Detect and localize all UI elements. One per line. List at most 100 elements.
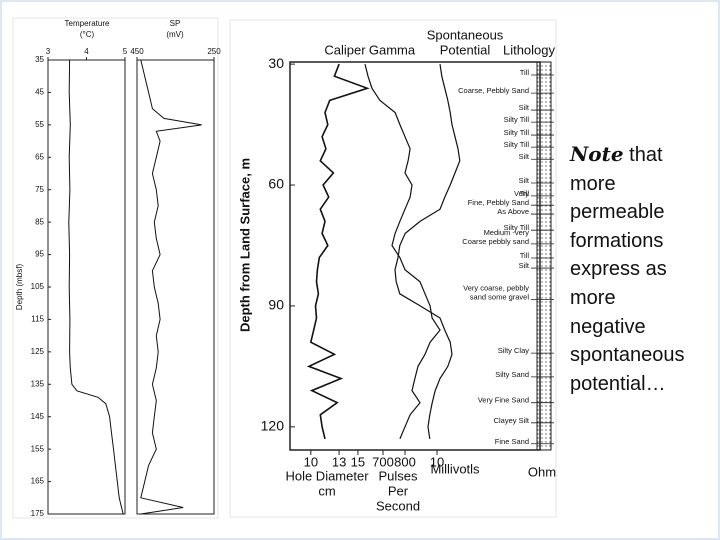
sp-track <box>136 59 215 515</box>
note-line: more <box>570 170 715 199</box>
lithology-label: Silt <box>519 103 530 112</box>
lithology-label: Fine, Pebbly Sand <box>468 198 529 207</box>
lithology-column <box>536 61 552 451</box>
depth-tick-label: 105 <box>31 282 45 291</box>
lithology-label: Silty Sand <box>495 370 529 379</box>
track-title: Temperature <box>65 19 110 28</box>
lithology-label: Silt <box>519 176 530 185</box>
lithology-label: Silty Till <box>504 128 530 137</box>
x-tick-label: 15 <box>351 454 365 469</box>
lithology-label: Very <box>514 189 529 198</box>
lithology-label: Clayey Silt <box>494 416 530 425</box>
depth-tick-label: 90 <box>268 297 284 313</box>
track-unit: (°C) <box>80 30 95 39</box>
depth-axis-label: Depth (mbsf) <box>15 264 24 311</box>
x-tick-label: 10 <box>304 454 318 469</box>
note-words: that <box>629 144 663 166</box>
lithology-label: Silty Till <box>504 223 530 232</box>
left-log-image <box>12 17 219 519</box>
track-unit: Ohm <box>528 464 556 479</box>
lithology-label: Very coarse, pebbly <box>463 283 529 292</box>
depth-axis-label: Depth from Land Surface, m <box>237 158 252 332</box>
track-title: SP <box>170 19 181 28</box>
track-title: Caliper <box>324 42 366 57</box>
x-tick-label: 13 <box>332 454 346 469</box>
sp-curve <box>394 64 461 439</box>
lithology-label: Till <box>520 189 530 198</box>
depth-tick-label: 175 <box>31 509 45 518</box>
lithology-label: Medium -very <box>484 228 530 237</box>
depth-tick-label: 155 <box>31 444 45 453</box>
lithology-label: Coarse, Pebbly Sand <box>458 86 529 95</box>
lithology-label: Till <box>520 251 530 260</box>
x-tick-label: 4 <box>84 47 89 56</box>
caliper-curve <box>306 63 370 440</box>
track-title: Gamma <box>369 42 416 57</box>
depth-tick-label: 95 <box>35 250 44 259</box>
depth-tick-label: 65 <box>35 152 44 161</box>
lithology-label: Silty Till <box>504 115 530 124</box>
track-label: Millivotls <box>430 461 480 476</box>
note-words: permeable <box>570 201 665 224</box>
depth-tick-label: 75 <box>35 185 44 194</box>
note-line: formations <box>570 227 715 256</box>
note-line: Note that <box>570 140 715 170</box>
note-words: formations <box>570 229 664 252</box>
track-unit: (mV) <box>166 30 184 39</box>
x-tick-label: 700 <box>372 454 394 469</box>
lithology-label: Silty Clay <box>498 346 530 355</box>
lithology-label: Silt <box>519 261 530 270</box>
lithology-label: Silt <box>519 152 530 161</box>
track-title: Lithology <box>503 42 556 57</box>
x-tick-label: 800 <box>394 454 416 469</box>
depth-tick-label: 60 <box>268 176 284 192</box>
note-words: more <box>570 172 616 195</box>
depth-tick-label: 115 <box>31 315 44 324</box>
note-line: spontaneous <box>570 341 715 370</box>
gamma-curve <box>364 63 441 440</box>
x-tick-label: 10 <box>430 454 444 469</box>
depth-tick-label: 55 <box>35 120 44 129</box>
lithology-label: Coarse pebbly sand <box>462 237 529 246</box>
track-label: Pulses <box>378 468 418 483</box>
lithology-label: Till <box>520 68 530 77</box>
note-emphasis: Note <box>570 142 624 166</box>
note-words: negative <box>570 315 646 338</box>
depth-tick-label: 135 <box>31 379 45 388</box>
depth-tick-label: 165 <box>31 477 45 486</box>
track-label: Hole Diameter <box>285 468 369 483</box>
x-tick-label: 3 <box>46 47 51 56</box>
x-tick-label: 450 <box>130 47 144 56</box>
track-title: Spontaneous <box>427 27 504 42</box>
note-words: express as <box>570 258 667 281</box>
lithology-label: As Above <box>497 207 529 216</box>
x-tick-label: 250 <box>207 47 221 56</box>
note-words: spontaneous <box>570 344 685 367</box>
note-text: Note that more permeable formations express … <box>570 140 715 398</box>
depth-tick-label: 120 <box>261 418 285 434</box>
depth-tick-label: 145 <box>31 412 45 421</box>
lithology-label: Fine Sand <box>495 437 529 446</box>
note-line: potential… <box>570 370 715 399</box>
note-line: more <box>570 284 715 313</box>
depth-tick-label: 30 <box>268 55 284 71</box>
lithology-label: sand some gravel <box>470 292 530 301</box>
note-line: negative <box>570 313 715 342</box>
note-words: potential… <box>570 372 666 395</box>
note-words: more <box>570 286 616 309</box>
track-label: Second <box>376 498 420 513</box>
track-title: Potential <box>440 42 491 57</box>
depth-tick-label: 35 <box>35 55 44 64</box>
temperature-curve <box>68 59 124 515</box>
depth-tick-label: 85 <box>35 217 44 226</box>
note-line: permeable <box>570 198 715 227</box>
right-log-image <box>229 19 557 518</box>
track-label: cm <box>318 483 335 498</box>
depth-tick-label: 45 <box>35 88 44 97</box>
lithology-label: Silty Till <box>504 140 530 149</box>
note-line: express as <box>570 255 715 284</box>
lithology-label: Very Fine Sand <box>478 396 529 405</box>
x-tick-label: 5 <box>123 47 128 56</box>
